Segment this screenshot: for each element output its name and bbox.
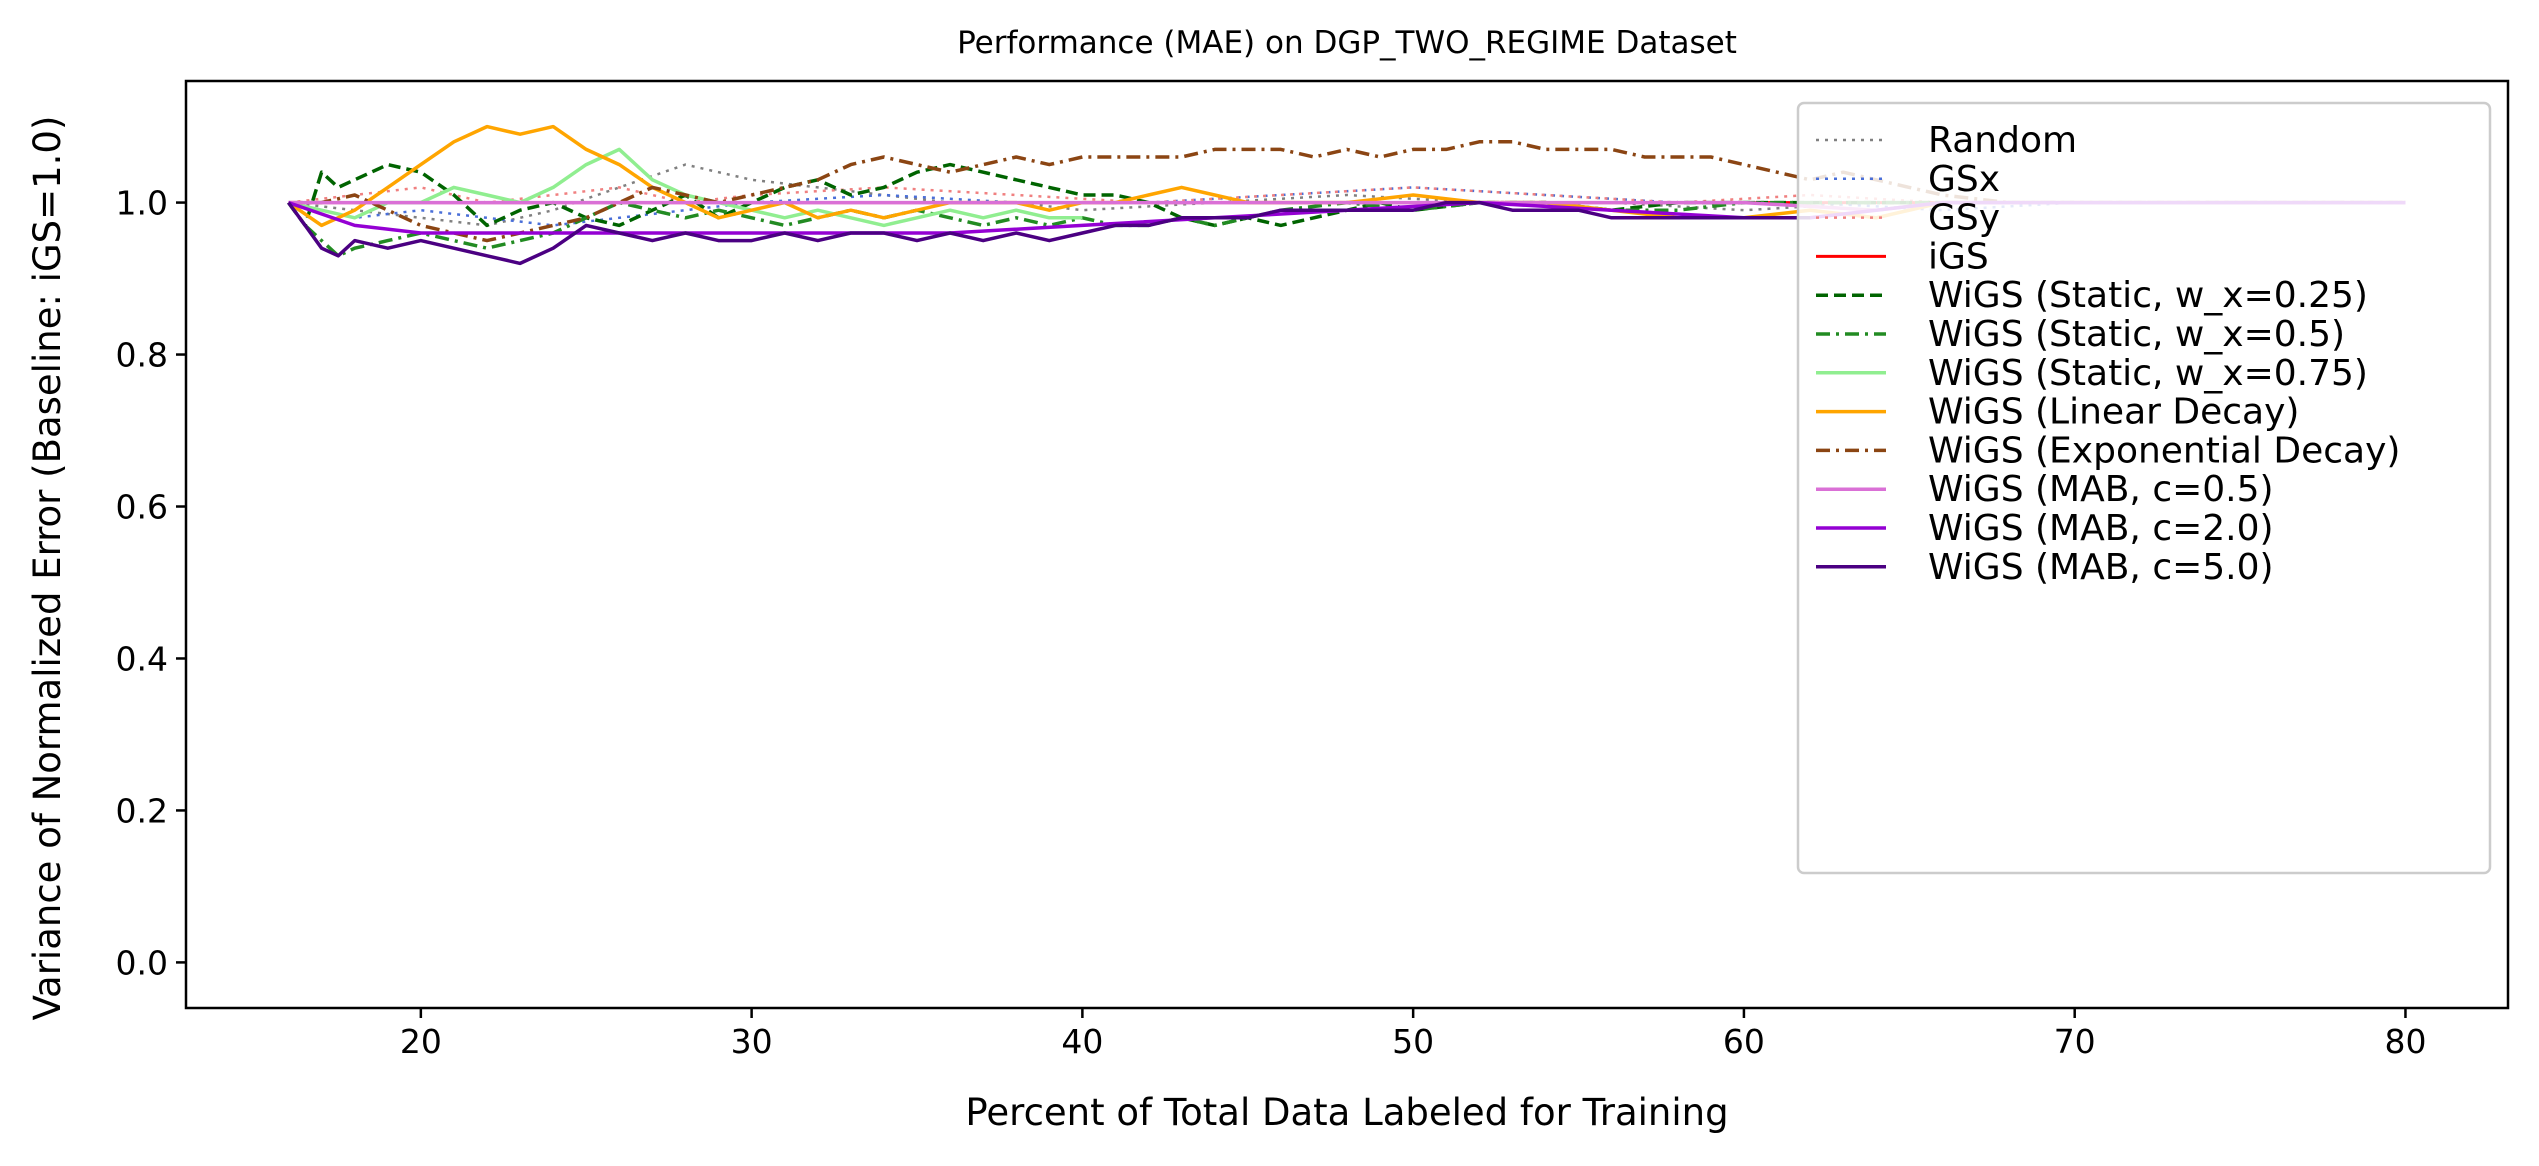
y-tick-label: 0.2	[116, 791, 168, 830]
chart-title: Performance (MAE) on DGP_TWO_REGIME Data…	[957, 25, 1737, 61]
legend-label: WiGS (MAB, c=0.5)	[1928, 469, 2274, 510]
y-tick-label: 0.0	[116, 943, 168, 982]
y-tick-label: 0.8	[116, 336, 168, 375]
legend-label: WiGS (Exponential Decay)	[1928, 430, 2400, 471]
legend-label: GSx	[1928, 159, 2000, 200]
legend-label: GSy	[1928, 198, 2000, 239]
y-tick-label: 0.6	[116, 488, 168, 527]
x-tick-label: 40	[1061, 1022, 1103, 1061]
x-tick-label: 60	[1723, 1022, 1765, 1061]
y-axis-label: Variance of Normalized Error (Baseline: …	[26, 116, 69, 1021]
series-line-12	[287, 200, 1811, 266]
x-tick-label: 20	[400, 1022, 442, 1061]
legend-label: WiGS (Linear Decay)	[1928, 392, 2299, 433]
plot-frame	[184, 79, 2510, 1010]
legend-label: iGS	[1928, 236, 1989, 277]
legend-box	[1796, 101, 2492, 875]
legend-label: WiGS (Static, w_x=0.5)	[1928, 314, 2345, 355]
x-tick-label: 50	[1392, 1022, 1434, 1061]
legend-label: WiGS (Static, w_x=0.25)	[1928, 275, 2368, 316]
legend-label: WiGS (MAB, c=5.0)	[1928, 547, 2274, 588]
x-tick-label: 80	[2384, 1022, 2426, 1061]
y-tick-label: 0.4	[116, 639, 168, 678]
x-tick-label: 30	[731, 1022, 773, 1061]
legend-label: WiGS (MAB, c=2.0)	[1928, 508, 2274, 549]
ticks-layer: 20 30 40 50 60 70 80 0.0 0.2 0.4 0.6 0.8 1.0	[116, 184, 2427, 1061]
series-line-9	[288, 140, 2406, 243]
legend-label: Random	[1928, 120, 2077, 161]
y-tick-label: 1.0	[116, 184, 168, 223]
x-axis-label: Percent of Total Data Labeled for Traini…	[965, 1091, 1728, 1134]
x-tick-label: 70	[2054, 1022, 2096, 1061]
legend-label: WiGS (Static, w_x=0.75)	[1928, 353, 2368, 394]
